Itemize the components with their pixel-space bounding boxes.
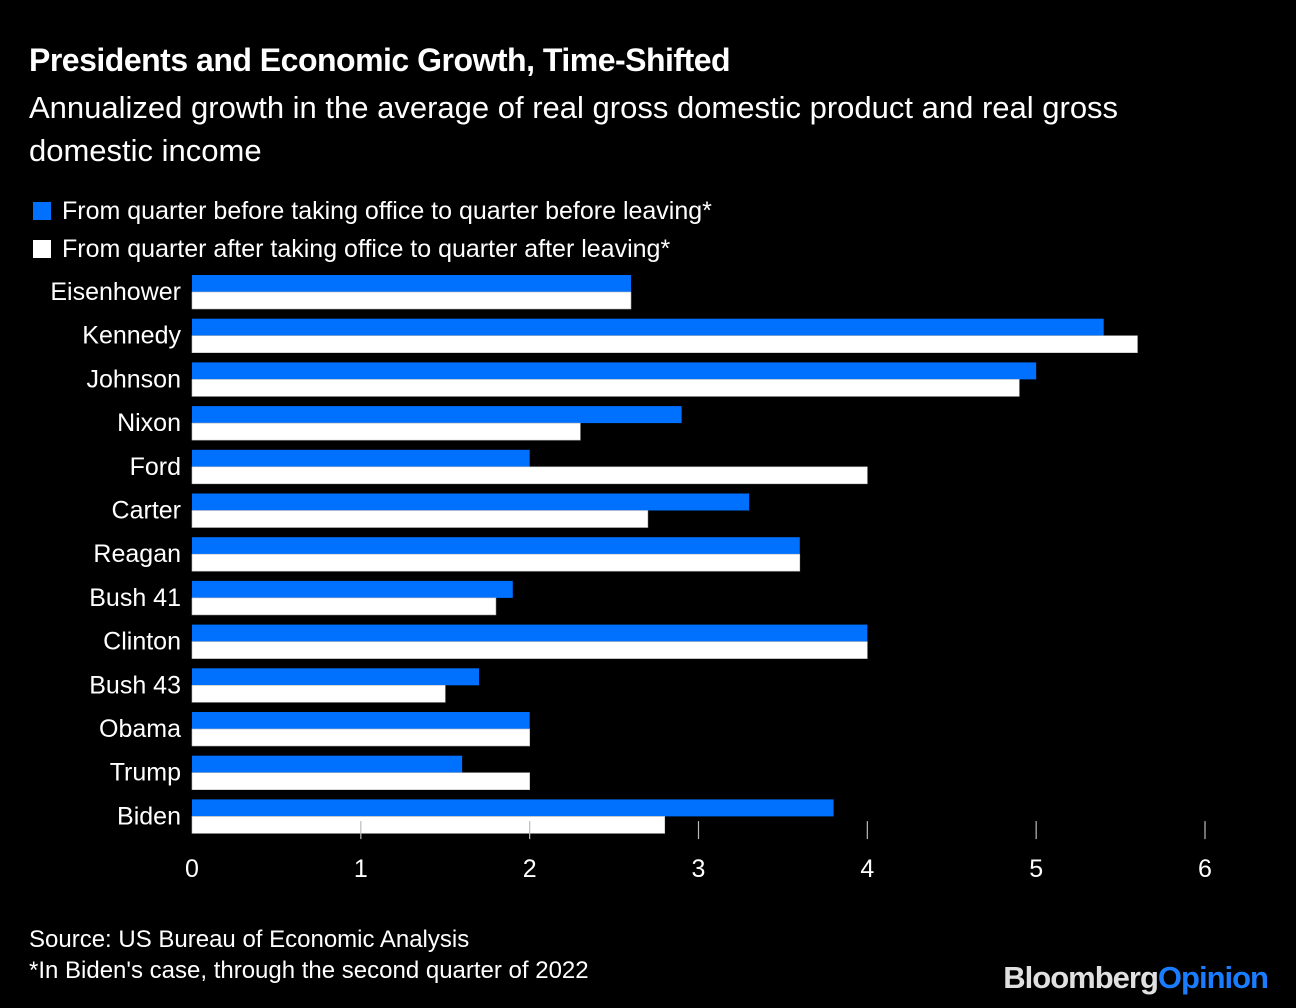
x-tick-label: 5	[1029, 855, 1043, 883]
bar-before	[192, 275, 631, 292]
category-label: Ford	[130, 453, 181, 481]
source-notes: Source: US Bureau of Economic Analysis *…	[29, 924, 589, 986]
category-label: Clinton	[103, 628, 181, 656]
category-label: Kennedy	[82, 322, 181, 350]
legend-label-after: From quarter after taking office to quar…	[62, 234, 671, 263]
bar-before	[192, 362, 1037, 380]
bar-after	[191, 684, 446, 703]
bar-before	[192, 668, 480, 686]
bar-before	[192, 755, 463, 773]
category-label: Trump	[110, 759, 181, 787]
category-label: Reagan	[93, 540, 181, 568]
footnote-text: *In Biden's case, through the second qua…	[29, 957, 589, 984]
bar-after	[191, 597, 497, 616]
legend-item-after: From quarter after taking office to quar…	[33, 230, 712, 268]
bar-after	[191, 728, 530, 747]
x-tick-label: 4	[860, 855, 874, 883]
bar-chart: Eisenhower Kennedy Johnson Nixon Ford Carter R…	[50, 275, 1212, 883]
x-tick-label: 6	[1198, 855, 1212, 883]
category-label: Obama	[99, 715, 181, 743]
x-tick-label: 3	[692, 855, 706, 883]
category-label: Eisenhower	[50, 278, 181, 306]
bar-before	[192, 712, 530, 729]
legend-swatch-after	[33, 240, 51, 258]
category-label: Biden	[117, 802, 181, 830]
bar-before	[192, 449, 530, 467]
category-label: Carter	[112, 497, 181, 525]
bar-after	[191, 510, 649, 528]
bar-before	[192, 318, 1104, 336]
bar-after	[191, 335, 1138, 353]
bar-after	[191, 422, 581, 441]
x-tick-label: 0	[185, 855, 199, 883]
chart-subtitle: Annualized growth in the average of real…	[29, 90, 1119, 168]
category-label: Nixon	[117, 409, 181, 437]
bar-after	[191, 553, 801, 572]
legend-label-before: From quarter before taking office to qua…	[62, 196, 712, 225]
bar-after	[191, 466, 868, 485]
category-label: Bush 43	[89, 671, 181, 699]
bar-before	[192, 406, 682, 424]
legend-item-before: From quarter before taking office to qua…	[33, 192, 712, 230]
bar-after	[191, 641, 868, 659]
bar-after	[191, 291, 632, 310]
legend-swatch-before	[33, 202, 51, 220]
source-text: Source: US Bureau of Economic Analysis	[29, 926, 470, 953]
bloomberg-opinion-logo: BloombergOpinion	[1003, 960, 1269, 995]
category-label: Bush 41	[89, 584, 181, 612]
bar-before	[192, 537, 800, 555]
bar-after	[191, 379, 1020, 397]
bar-after	[191, 816, 666, 834]
bar-after	[191, 772, 530, 791]
bar-before	[192, 799, 834, 817]
chart-title: Presidents and Economic Growth, Time-Shi…	[29, 42, 731, 78]
legend: From quarter before taking office to qua…	[33, 192, 712, 268]
category-label: Johnson	[86, 365, 181, 393]
bar-before	[192, 624, 868, 642]
bar-before	[192, 580, 513, 598]
x-tick-label: 1	[354, 855, 368, 883]
x-tick-label: 2	[523, 855, 537, 883]
bar-before	[192, 493, 750, 511]
